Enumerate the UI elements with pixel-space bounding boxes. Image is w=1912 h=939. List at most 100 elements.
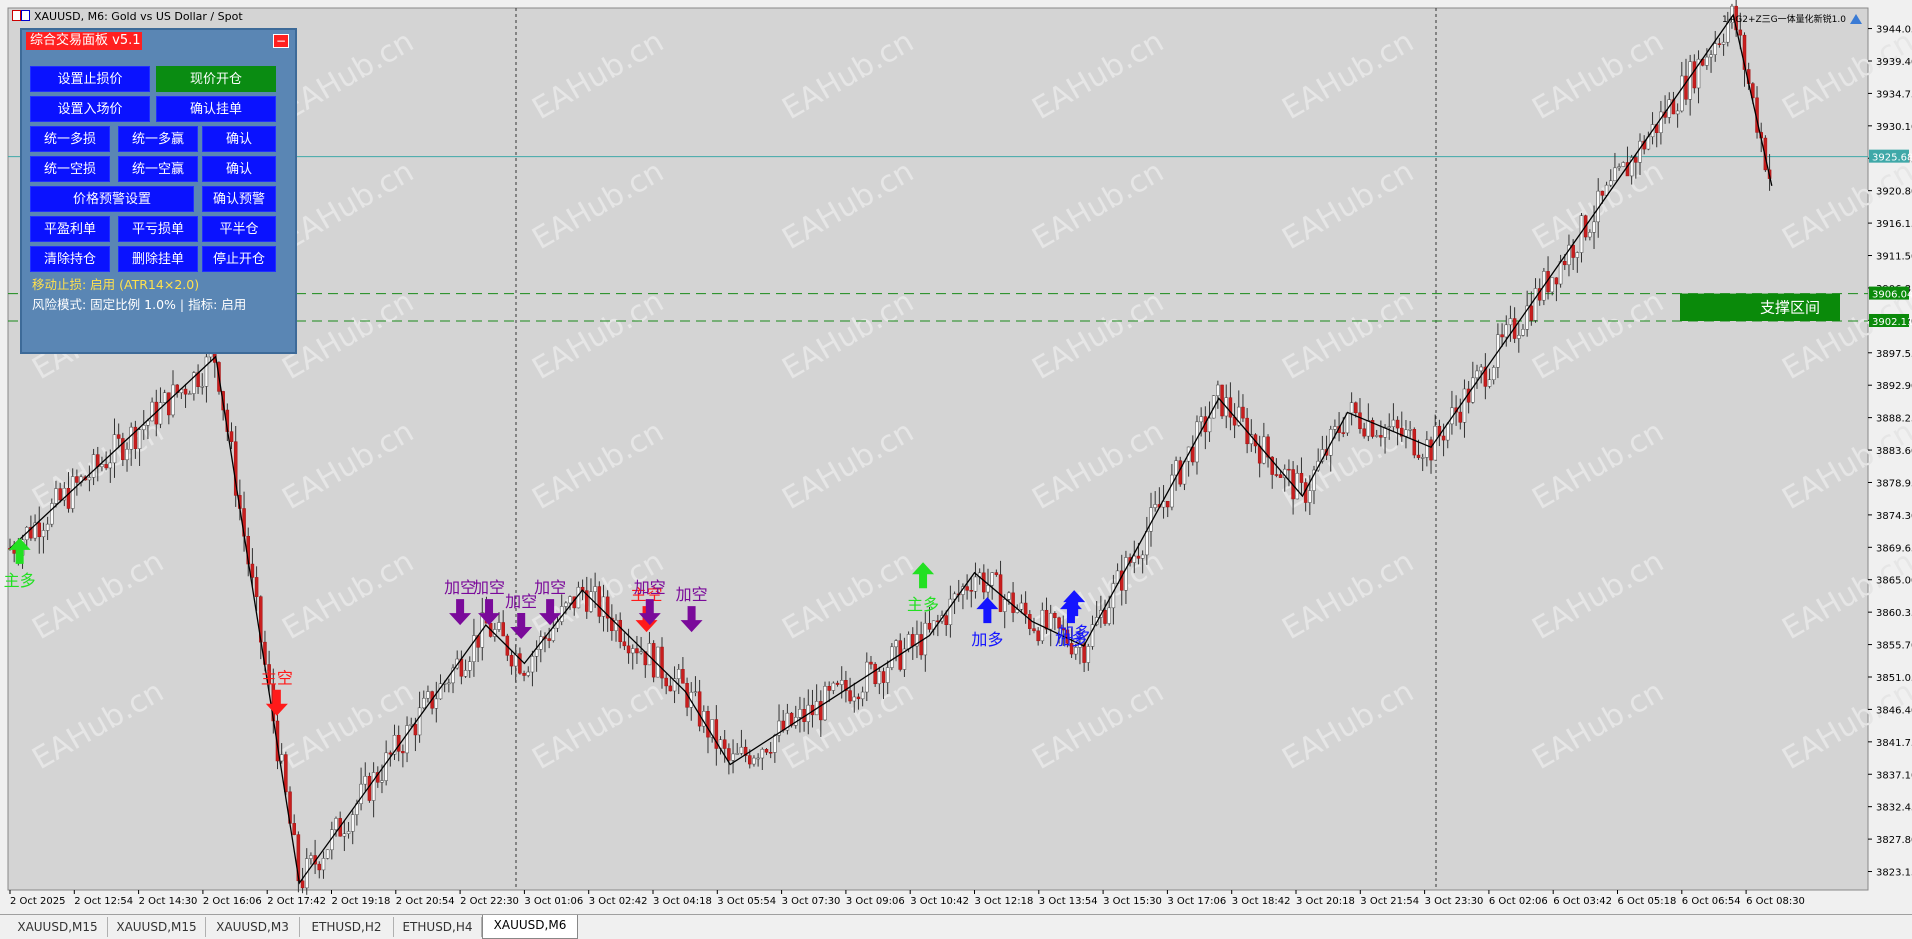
price-marker-label: 3902.11 (1872, 317, 1912, 328)
candle-body (631, 649, 634, 653)
price-tick-label: 3920.80 (1876, 187, 1912, 198)
candle-body (890, 647, 893, 668)
candle-body (406, 726, 409, 753)
candle-body (230, 432, 233, 442)
candle-body (1012, 593, 1015, 613)
candle-body (974, 577, 977, 591)
candle-body (1296, 473, 1299, 499)
candle-body (105, 464, 108, 468)
candle-body (1446, 424, 1449, 440)
candle-body (167, 393, 170, 415)
candle-body (1150, 508, 1153, 532)
candle-body (502, 623, 505, 636)
chart-tab[interactable]: ETHUSD,H2 (300, 917, 394, 937)
time-tick-label: 3 Oct 01:06 (524, 896, 583, 907)
signal-label: 加空 (634, 578, 666, 597)
candle-body (1388, 427, 1391, 428)
candle-body (1032, 629, 1035, 631)
price-tick-label: 3878.95 (1876, 478, 1912, 489)
chart-tab[interactable]: XAUUSD,M3 (206, 917, 300, 937)
candle-body (518, 654, 521, 674)
candle-body (1195, 422, 1198, 462)
unify-long-sl-button[interactable]: 统一多损 (30, 126, 110, 152)
candle-body (619, 620, 622, 641)
close-loss-button[interactable]: 平亏损单 (118, 216, 198, 242)
signal-label: 加空 (505, 592, 537, 611)
candle-body (635, 649, 638, 653)
confirm-alert-button[interactable]: 确认预警 (202, 186, 276, 212)
chart-tab[interactable]: XAUUSD,M6 (482, 915, 578, 939)
candle-body (172, 385, 175, 415)
candle-body (1241, 407, 1244, 418)
candle-body (284, 755, 287, 792)
candle-body (360, 784, 363, 804)
candle-body (589, 592, 592, 612)
market-open-button[interactable]: 现价开仓 (156, 66, 276, 92)
confirm-pending-button[interactable]: 确认挂单 (156, 96, 276, 122)
candle-body (510, 655, 513, 666)
price-alert-set-button[interactable]: 价格预警设置 (30, 186, 194, 212)
candle-body (1559, 261, 1562, 284)
candle-body (1421, 457, 1424, 458)
unify-long-tp-button[interactable]: 统一多赢 (118, 126, 198, 152)
price-tick-label: 3837.10 (1876, 770, 1912, 781)
time-tick-label: 2 Oct 14:30 (139, 896, 198, 907)
candle-body (840, 680, 843, 684)
candle-body (113, 435, 116, 463)
candle-body (326, 850, 329, 859)
candle-body (849, 691, 852, 701)
candle-body (1613, 168, 1616, 181)
unify-short-sl-button[interactable]: 统一空损 (30, 156, 110, 182)
candle-body (627, 646, 630, 653)
candle-body (832, 683, 835, 690)
set-entry-button[interactable]: 设置入场价 (30, 96, 150, 122)
price-tick-label: 3860.35 (1876, 608, 1912, 619)
close-half-button[interactable]: 平半仓 (202, 216, 276, 242)
candle-body (1718, 44, 1721, 45)
candle-body (389, 753, 392, 754)
candle-body (1342, 433, 1345, 434)
candle-body (498, 623, 501, 630)
candle-body (1007, 593, 1010, 599)
candle-body (301, 881, 304, 888)
time-tick-label: 3 Oct 15:30 (1103, 896, 1162, 907)
candle-body (159, 403, 162, 425)
candle-body (1363, 429, 1366, 436)
confirm-long-button[interactable]: 确认 (202, 126, 276, 152)
candle-body (1379, 435, 1382, 437)
candle-body (945, 616, 948, 625)
candle-body (907, 634, 910, 649)
clear-positions-button[interactable]: 清除持仓 (30, 246, 110, 272)
unify-short-tp-button[interactable]: 统一空赢 (118, 156, 198, 182)
candle-body (828, 686, 831, 690)
one-click-trading-icon[interactable] (1848, 12, 1864, 26)
candle-body (564, 603, 567, 606)
candle-body (995, 573, 998, 575)
candle-body (874, 664, 877, 684)
chart-tab[interactable]: XAUUSD,M15 (8, 917, 108, 937)
price-tick-label: 3865.00 (1876, 576, 1912, 587)
set-stop-loss-button[interactable]: 设置止损价 (30, 66, 150, 92)
candle-body (1049, 613, 1052, 629)
candle-body (798, 709, 801, 717)
price-tick-label: 3846.40 (1876, 705, 1912, 716)
candle-body (1425, 440, 1428, 458)
time-tick-label: 3 Oct 02:42 (589, 896, 648, 907)
candle-body (698, 692, 701, 726)
time-tick-label: 2 Oct 20:54 (396, 896, 455, 907)
candle-body (727, 749, 730, 761)
candle-body (418, 708, 421, 735)
chart-tab[interactable]: XAUUSD,M15 (108, 917, 206, 937)
panel-minimize-button[interactable]: − (273, 34, 289, 48)
confirm-short-button[interactable]: 确认 (202, 156, 276, 182)
stop-open-button[interactable]: 停止开仓 (202, 246, 276, 272)
candle-body (886, 668, 889, 683)
candle-body (460, 659, 463, 676)
close-profit-button[interactable]: 平盈利单 (30, 216, 110, 242)
candle-body (661, 647, 664, 678)
candle-body (1442, 436, 1445, 440)
delete-pending-button[interactable]: 删除挂单 (118, 246, 198, 272)
candle-body (280, 755, 283, 761)
chart-tab[interactable]: ETHUSD,H4 (394, 917, 482, 937)
